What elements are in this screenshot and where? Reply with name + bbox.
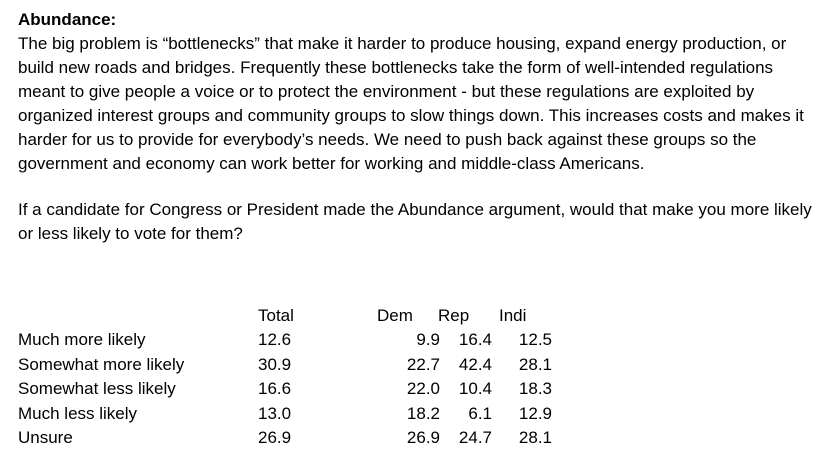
header-indi: Indi xyxy=(499,306,527,325)
row-label: Much more likely xyxy=(18,330,146,350)
table-header-row: Total Dem Rep Indi xyxy=(18,304,578,328)
cell-rep: 24.7 xyxy=(458,427,492,447)
cell-dem: 26.9 xyxy=(406,427,440,447)
cell-indi: 12.5 xyxy=(518,330,552,350)
table-row: Much more likely 12.6 9.9 16.4 12.5 xyxy=(18,328,578,352)
header-dem: Dem xyxy=(377,306,413,325)
results-table: Total Dem Rep Indi Much more likely 12.6… xyxy=(18,304,578,450)
table-row: Much less likely 13.0 18.2 6.1 12.9 xyxy=(18,402,578,426)
document-body: Abundance: The big problem is “bottlenec… xyxy=(18,8,818,246)
cell-rep: 42.4 xyxy=(458,354,492,374)
header-total: Total xyxy=(258,306,294,325)
header-rep: Rep xyxy=(438,306,470,325)
cell-indi: 18.3 xyxy=(518,379,552,399)
row-label: Somewhat less likely xyxy=(18,379,176,399)
cell-rep: 6.1 xyxy=(468,403,492,423)
cell-dem: 22.0 xyxy=(406,379,440,399)
row-label: Somewhat more likely xyxy=(18,354,185,374)
row-label: Unsure xyxy=(18,427,73,447)
cell-rep: 10.4 xyxy=(458,379,492,399)
cell-total: 30.9 xyxy=(258,354,292,374)
cell-indi: 28.1 xyxy=(518,427,552,447)
cell-indi: 28.1 xyxy=(518,354,552,374)
cell-indi: 12.9 xyxy=(518,403,552,423)
section-heading: Abundance: xyxy=(18,10,117,29)
cell-dem: 22.7 xyxy=(406,354,440,374)
row-label: Much less likely xyxy=(18,403,138,423)
cell-total: 16.6 xyxy=(258,379,292,399)
survey-question: If a candidate for Congress or President… xyxy=(18,200,812,243)
cell-total: 26.9 xyxy=(258,427,292,447)
table-row: Somewhat less likely 16.6 22.0 10.4 18.3 xyxy=(18,377,578,401)
table-row: Somewhat more likely 30.9 22.7 42.4 28.1 xyxy=(18,353,578,377)
table-row: Unsure 26.9 26.9 24.7 28.1 xyxy=(18,426,578,450)
cell-dem: 18.2 xyxy=(406,403,440,423)
cell-dem: 9.9 xyxy=(416,330,440,350)
argument-paragraph: The big problem is “bottlenecks” that ma… xyxy=(18,34,804,173)
cell-total: 12.6 xyxy=(258,330,292,350)
cell-total: 13.0 xyxy=(258,403,292,423)
cell-rep: 16.4 xyxy=(458,330,492,350)
